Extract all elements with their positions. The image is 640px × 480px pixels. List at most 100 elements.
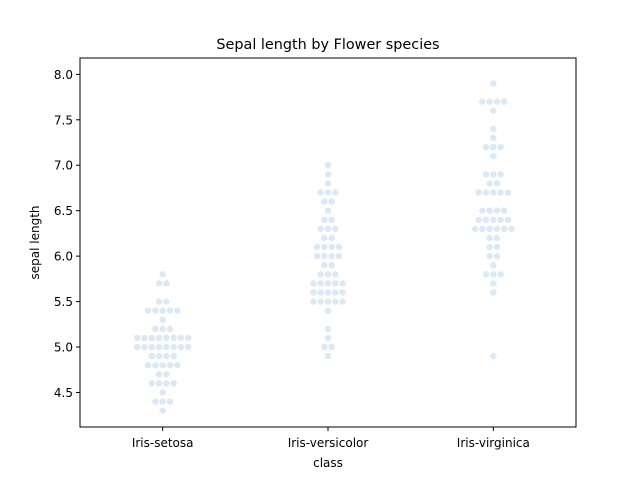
data-point: [324, 334, 332, 342]
data-point: [144, 307, 152, 314]
data-point: [313, 252, 321, 260]
data-point: [324, 280, 332, 287]
data-point: [490, 143, 497, 151]
data-point: [163, 280, 170, 287]
x-tick-label: Iris-versicolor: [288, 436, 369, 450]
data-point: [310, 298, 317, 305]
data-point: [490, 189, 497, 196]
data-point: [317, 189, 324, 196]
data-point: [339, 280, 346, 287]
data-point: [328, 234, 335, 242]
data-point: [324, 325, 332, 333]
data-point: [324, 171, 332, 178]
data-point: [335, 252, 343, 260]
data-point: [152, 325, 159, 333]
data-point: [324, 225, 332, 233]
data-point: [159, 398, 166, 405]
data-point: [141, 334, 148, 342]
data-point: [321, 216, 328, 223]
data-point: [324, 162, 332, 169]
data-point: [321, 262, 328, 269]
data-point: [148, 334, 155, 342]
data-point: [321, 252, 328, 260]
data-point: [313, 243, 321, 251]
data-point: [166, 307, 174, 314]
data-point: [497, 216, 504, 223]
data-point: [490, 271, 497, 278]
data-point: [321, 234, 328, 242]
data-point: [490, 216, 497, 223]
data-point: [490, 125, 497, 133]
data-point: [504, 189, 512, 196]
data-point: [170, 380, 177, 387]
plot-frame: [79, 57, 577, 428]
data-point: [501, 98, 508, 105]
data-point: [482, 189, 490, 196]
data-point: [159, 325, 166, 333]
data-point: [155, 280, 163, 287]
data-point: [482, 171, 490, 178]
data-point: [490, 289, 497, 296]
data-point: [486, 252, 493, 260]
data-point: [332, 298, 339, 305]
data-point: [332, 280, 339, 287]
data-point: [335, 243, 343, 251]
data-point: [486, 98, 493, 105]
data-point: [508, 225, 515, 233]
data-point: [170, 334, 177, 342]
data-point: [163, 334, 170, 342]
data-point: [490, 107, 497, 114]
data-point: [328, 343, 335, 351]
data-point: [339, 289, 346, 296]
points-layer: [133, 80, 515, 414]
data-point: [501, 207, 508, 214]
data-point: [471, 225, 479, 233]
y-tick-label: 8.0: [54, 68, 73, 82]
y-tick-label: 5.0: [54, 341, 73, 355]
data-point: [324, 189, 332, 196]
data-point: [148, 380, 155, 387]
data-point: [324, 207, 332, 214]
data-point: [490, 280, 497, 287]
data-point: [493, 207, 501, 214]
data-point: [144, 362, 152, 369]
data-point: [479, 225, 486, 233]
data-point: [324, 307, 332, 314]
data-point: [155, 380, 163, 387]
data-point: [141, 343, 148, 351]
data-point: [310, 289, 317, 296]
data-point: [497, 189, 504, 196]
data-point: [490, 262, 497, 269]
data-point: [486, 225, 493, 233]
data-point: [152, 398, 159, 405]
data-point: [486, 234, 493, 242]
y-axis-label: sepal length: [28, 205, 42, 279]
data-point: [493, 98, 501, 105]
data-point: [493, 225, 501, 233]
y-axis: 4.5 5.0 5.5 6.0 6.5 7.0 7.5 8.0: [54, 68, 80, 400]
chart-title: Sepal length by Flower species: [216, 37, 439, 53]
y-tick-label: 7.0: [54, 159, 73, 173]
data-point: [324, 352, 332, 360]
data-point: [321, 243, 328, 251]
y-tick-label: 5.5: [54, 295, 73, 309]
data-point: [166, 362, 174, 369]
data-point: [501, 225, 508, 233]
data-point: [504, 216, 512, 223]
data-point: [159, 271, 166, 278]
data-point: [148, 343, 155, 351]
data-point: [475, 189, 482, 196]
data-point: [479, 207, 486, 214]
data-point: [493, 252, 501, 260]
data-point: [159, 389, 166, 396]
data-point: [328, 243, 335, 251]
x-axis: Iris-setosa Iris-versicolor Iris-virginica: [132, 427, 530, 450]
data-point: [332, 271, 339, 278]
data-point: [155, 343, 163, 351]
data-point: [486, 180, 493, 187]
data-point: [163, 371, 170, 378]
data-point: [317, 271, 324, 278]
data-point: [482, 271, 490, 278]
data-point: [148, 352, 155, 360]
